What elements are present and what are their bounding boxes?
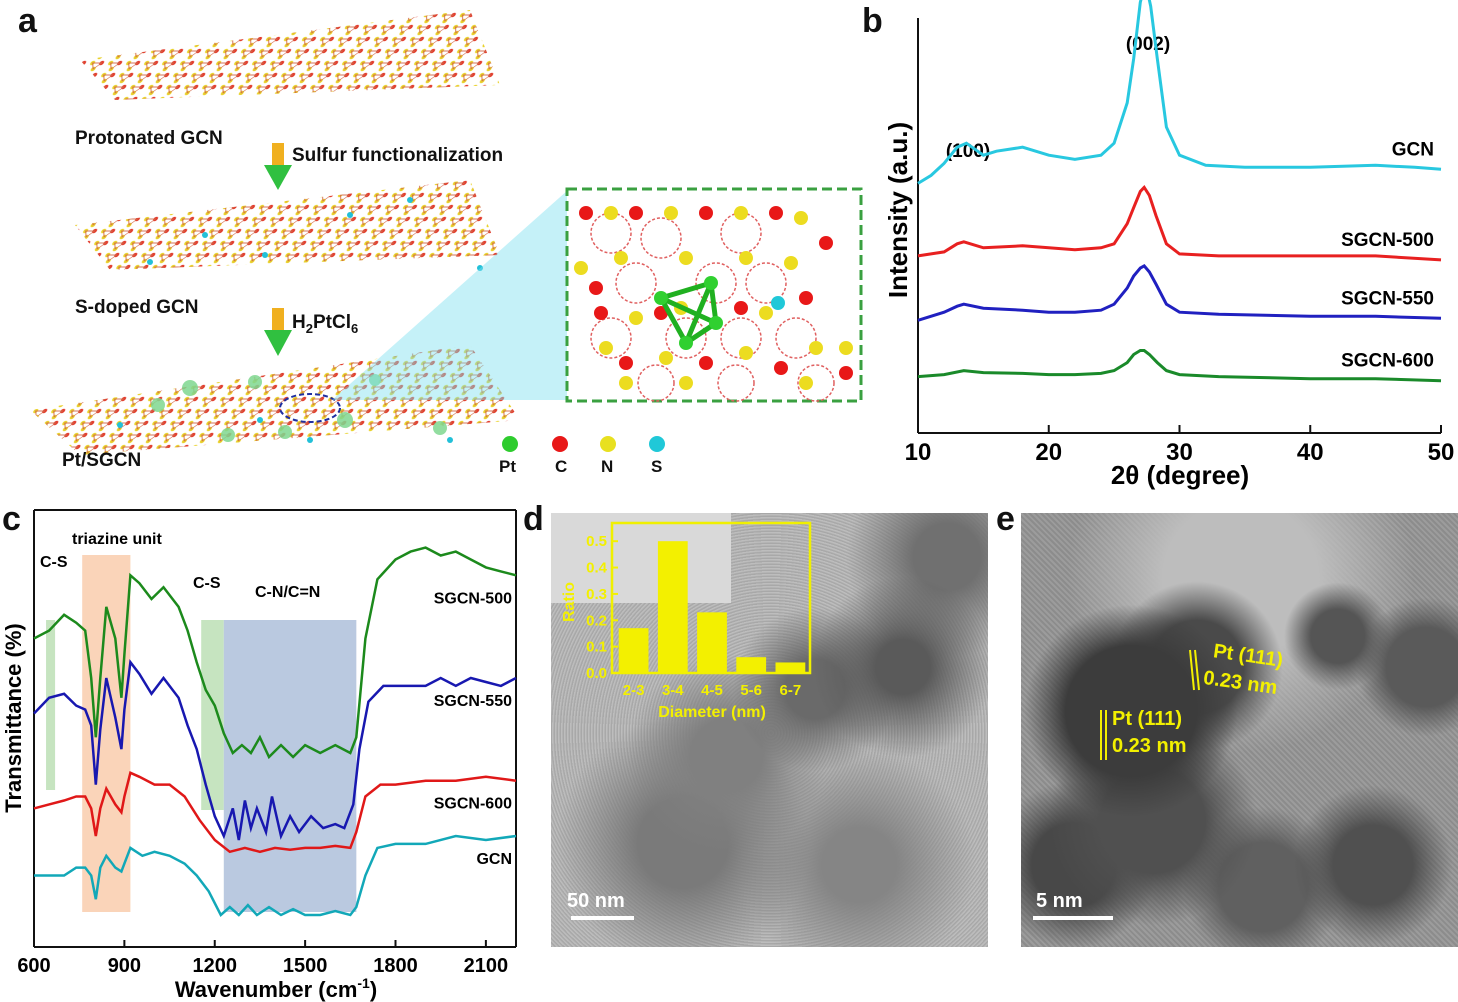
y-tick-label: 0.1 xyxy=(586,639,607,656)
gcn-sheet-protonated xyxy=(30,10,665,455)
series-line-sgcn-550 xyxy=(917,264,1442,322)
series-line-sgcn-600 xyxy=(917,349,1442,383)
bar xyxy=(736,657,767,673)
series-label-sgcn-600: SGCN-600 xyxy=(1341,351,1434,372)
x-tick-label: 2-3 xyxy=(623,682,645,699)
scale-label-e: 5 nm xyxy=(1036,890,1083,912)
panel-a-letter: a xyxy=(18,2,37,40)
series-line-sgcn-500 xyxy=(33,546,517,760)
band-region xyxy=(223,620,357,912)
y-tick-label: 0.0 xyxy=(586,665,607,682)
x-tick-label: 10 xyxy=(905,439,932,466)
series-label-gcn: GCN xyxy=(476,851,512,868)
bar xyxy=(697,612,727,673)
tem-image-d xyxy=(551,513,988,947)
bar xyxy=(775,662,806,673)
bar xyxy=(657,541,688,673)
x-tick-label: 1800 xyxy=(373,955,418,977)
y-axis-title: Intensity (a.u.) xyxy=(883,122,913,298)
series-label-sgcn-500: SGCN-500 xyxy=(434,590,512,607)
label-protonated-gcn: Protonated GCN xyxy=(75,128,223,149)
x-tick-label: 50 xyxy=(1428,439,1455,466)
label-sulfur-step: Sulfur functionalization xyxy=(292,145,504,166)
tem-image-e xyxy=(1021,513,1458,947)
y-tick-label: 0.4 xyxy=(586,560,608,577)
legend-n: N xyxy=(601,457,614,476)
xrd-chart: (100) (002) Intensity (a.u.) 2θ (degree)… xyxy=(883,0,1455,490)
band-label-triazine: triazine unit xyxy=(72,531,162,548)
series-line-sgcn-500 xyxy=(917,184,1442,262)
y-tick-label: 0.2 xyxy=(586,612,607,629)
series-label-sgcn-600: SGCN-600 xyxy=(434,796,512,813)
series-label-sgcn-550: SGCN-550 xyxy=(1341,288,1434,309)
pt111-label-1: Pt (111) xyxy=(1112,708,1183,730)
band-label-cn: C-N/C=N xyxy=(255,584,320,601)
diameter-histogram: 2-3 3-4 4-5 5-6 6-7 0.0 0.1 0.2 0.3 0.4 0.5 Ratio… xyxy=(561,521,812,721)
band-label-cs-1: C-S xyxy=(40,554,68,571)
x-tick-label: 30 xyxy=(1166,439,1193,466)
x-axis-title: Diameter (nm) xyxy=(658,704,766,721)
scale-label-d: 50 nm xyxy=(567,890,625,912)
panel-c-letter: c xyxy=(2,500,21,538)
x-tick-label: 3-4 xyxy=(662,682,684,699)
x-tick-label: 1200 xyxy=(193,955,238,977)
scale-bar-d xyxy=(571,916,634,920)
label-h2ptcl6: H2PtCl6 xyxy=(292,312,359,336)
label-pt-sgcn: Pt/SGCN xyxy=(62,450,142,471)
y-axis-title: Ratio xyxy=(561,582,578,622)
band-region xyxy=(46,620,56,790)
panel-d-letter: d xyxy=(523,500,544,538)
legend-c: C xyxy=(555,457,568,476)
x-tick-label: 2100 xyxy=(464,955,509,977)
x-tick-label: 4-5 xyxy=(701,682,723,699)
spacing-label-1: 0.23 nm xyxy=(1112,735,1187,757)
x-tick-label: 6-7 xyxy=(780,682,802,699)
y-tick-label: 0.5 xyxy=(586,533,607,550)
atomic-structure-inset xyxy=(565,187,863,403)
x-tick-label: 40 xyxy=(1297,439,1324,466)
series-line-gcn xyxy=(917,0,1442,185)
band-label-cs-2: C-S xyxy=(193,575,221,592)
arrow-down-icon xyxy=(264,143,292,190)
legend-pt: Pt xyxy=(499,457,516,476)
arrow-down-icon xyxy=(264,308,292,356)
label-s-doped-gcn: S-doped GCN xyxy=(75,297,199,318)
series-label-sgcn-550: SGCN-550 xyxy=(434,693,512,710)
series-line-sgcn-550 xyxy=(33,659,517,841)
x-tick-label: 900 xyxy=(108,955,141,977)
x-tick-label: 1500 xyxy=(283,955,328,977)
band-region xyxy=(201,620,224,810)
y-axis-title: Transmittance (%) xyxy=(1,623,26,813)
scale-bar-e xyxy=(1033,916,1113,920)
x-axis-title: Wavenumber (cm-1) xyxy=(175,975,377,1002)
x-tick-label: 5-6 xyxy=(740,682,762,699)
x-tick-label: 600 xyxy=(17,955,50,977)
series-line-gcn xyxy=(34,834,517,917)
series-label-gcn: GCN xyxy=(1392,139,1434,160)
x-tick-label: 20 xyxy=(1035,439,1062,466)
bar xyxy=(618,628,649,673)
series-line-sgcn-600 xyxy=(33,771,517,854)
panel-e-letter: e xyxy=(996,500,1015,538)
legend-s: S xyxy=(651,457,663,476)
series-label-sgcn-500: SGCN-500 xyxy=(1341,230,1434,251)
x-axis-title: 2θ (degree) xyxy=(1111,460,1249,490)
panel-b-letter: b xyxy=(862,2,883,40)
y-tick-label: 0.3 xyxy=(586,586,607,603)
ftir-chart: C-S triazine unit C-S C-N/C=N SGCN-500 SG… xyxy=(1,509,517,1002)
